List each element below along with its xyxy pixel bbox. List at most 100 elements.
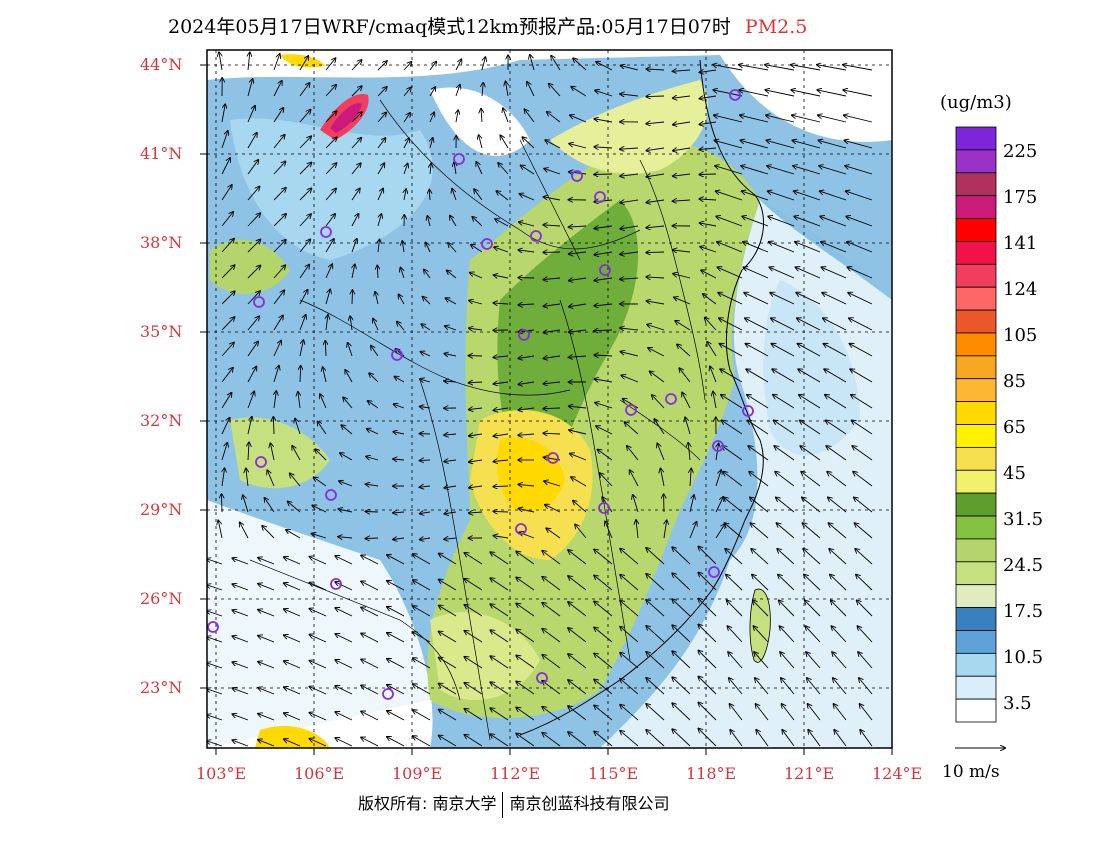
wind-vector [730,730,743,747]
wind-vector [525,109,535,123]
wind-vector [699,122,717,124]
colorbar-label: 3.5 [1003,693,1032,714]
wind-vector [464,605,483,617]
wind-vector [569,430,587,435]
wind-vector [494,536,509,538]
wind-vector [677,344,691,357]
wind-vector [621,66,639,71]
wind-vector [715,166,743,175]
wind-vector [207,689,223,695]
wind-vector [849,318,873,331]
wind-vector [755,678,769,695]
wind-vector [798,344,821,357]
wind-vector [621,375,639,383]
wind-vector [284,583,301,591]
wind-vector [594,174,613,175]
wind-vector [818,115,847,123]
colorbar-label: 31.5 [1003,509,1044,530]
wind-vector [860,704,873,721]
wind-vector [377,189,383,201]
wind-vector [752,575,769,591]
wind-vector [853,472,873,487]
wind-vector [366,457,379,461]
wind-vector [469,382,483,383]
wind-vector [646,122,665,124]
wind-vector [373,319,379,331]
wind-vector [627,446,639,461]
wind-vector [310,687,327,695]
wind-vector [542,629,561,643]
wind-vector [646,96,665,97]
wind-vector [518,434,535,435]
wind-vector [745,318,769,331]
wind-vector [794,216,821,227]
wind-vector [620,328,639,330]
wind-vector [368,401,379,409]
wind-vector [827,472,847,487]
wind-vector [299,290,308,305]
wind-vector [791,90,821,97]
wind-vector [543,356,561,358]
wind-vector [273,265,285,279]
wind-vector [620,679,639,695]
wind-vector [258,688,275,695]
wind-vector [352,264,355,279]
wind-vector [620,731,639,747]
wind-vector [426,243,431,253]
wind-vector [741,166,769,175]
wind-vector [387,737,405,747]
wind-vector [646,600,665,617]
lon-label: 118°E [686,764,737,783]
wind-vector [273,366,279,383]
wind-vector [248,442,249,461]
wind-vector [335,738,353,747]
colorbar-label: 85 [1003,371,1026,392]
wind-vector [747,395,769,409]
wind-vector [444,460,457,462]
wind-vector [377,266,378,279]
wind-vector [621,352,639,357]
wind-vector [822,267,847,279]
wind-vector [299,188,311,201]
wind-vector [248,52,250,71]
wind-vector [470,273,483,279]
wind-vector [594,304,613,306]
wind-vector [799,395,821,409]
wind-vector [284,609,301,617]
wind-vector [742,216,769,227]
wind-vector [439,606,457,617]
wind-vector [765,65,795,71]
wind-vector [273,316,283,331]
wind-vector [831,626,847,643]
wind-vector [393,512,405,513]
wind-vector [456,110,458,123]
wind-vector [821,242,847,253]
wind-reference-label: 10 m/s [942,762,1000,782]
wind-vector [725,523,743,539]
wind-vector [469,512,483,513]
wind-vector [348,343,353,357]
colorbar-label: 10.5 [1003,647,1044,668]
wind-vector [826,420,847,435]
lat-label: 44°N [140,55,183,74]
wind-vector [298,392,300,409]
wind-vector [646,174,665,177]
wind-vector [371,346,379,357]
wind-vector [808,730,821,747]
map-frame [206,49,893,749]
colorbar-swatch [955,515,997,540]
wind-vector [444,354,457,356]
wind-vector [219,52,223,71]
wind-vector [221,158,230,175]
wind-vector [393,432,405,434]
wind-vector [860,730,873,747]
wind-vector [698,573,717,591]
wind-vector [439,632,457,643]
colorbar-swatch [955,469,997,494]
wind-vector [646,678,665,695]
wind-vector [444,486,457,488]
wind-vector [739,90,769,97]
wind-vector [824,344,847,357]
wind-vector [516,630,535,643]
wind-vector [568,680,587,695]
